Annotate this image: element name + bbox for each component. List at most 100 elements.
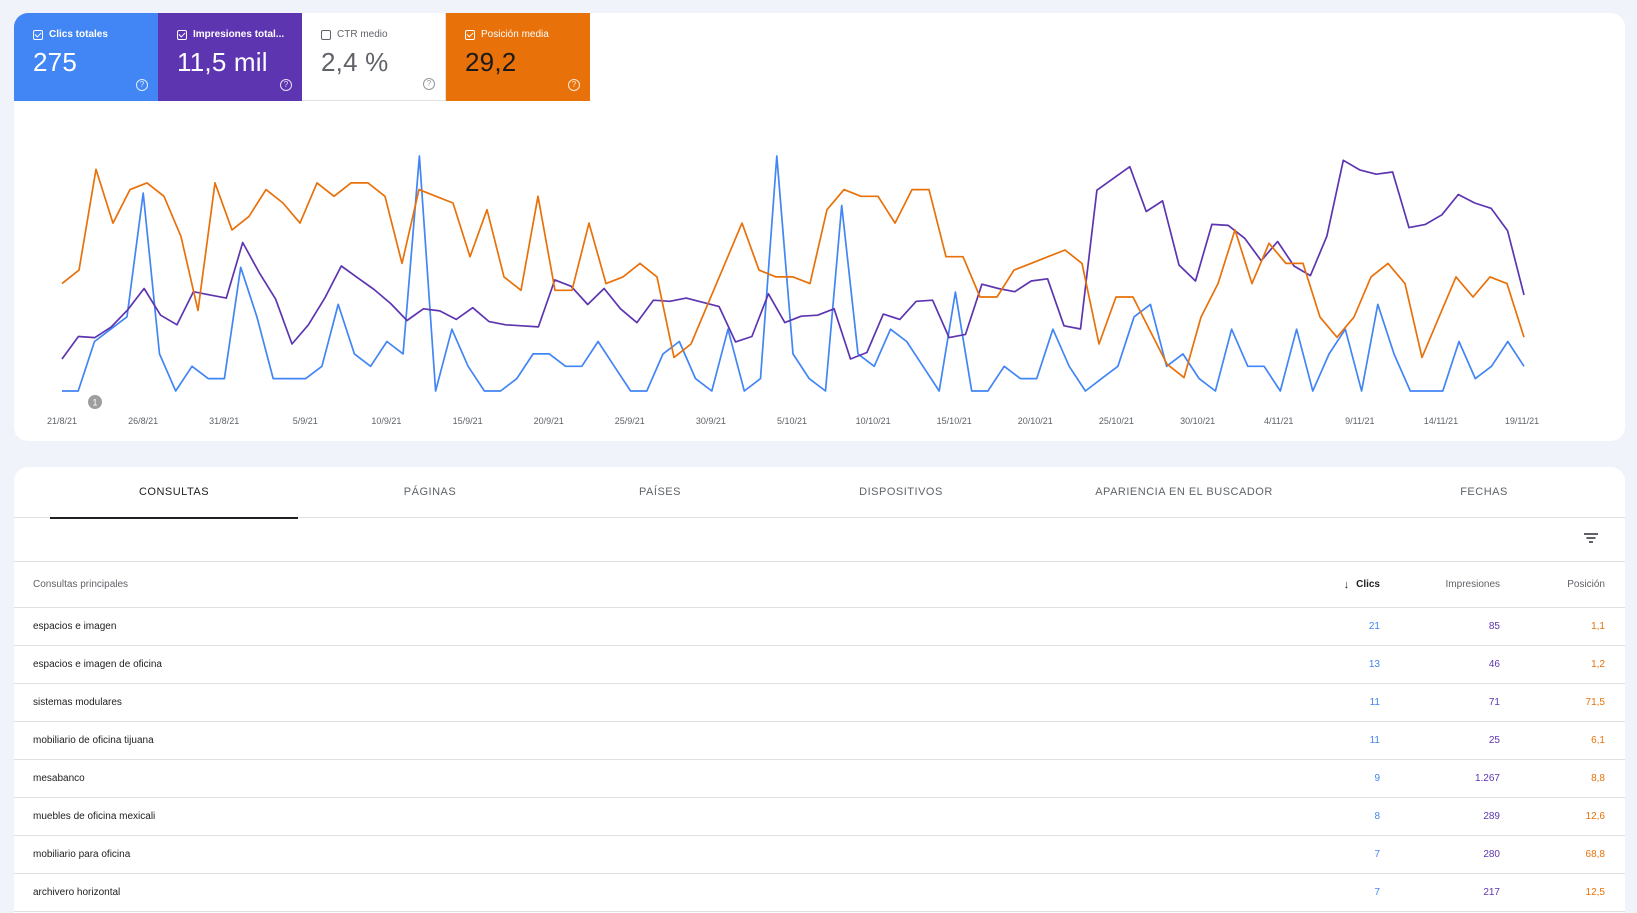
- metric-label: CTR medio: [337, 29, 388, 40]
- metric-average-ctr[interactable]: CTR medio 2,4 % ?: [302, 13, 446, 101]
- help-icon[interactable]: ?: [280, 79, 292, 91]
- metric-total-impressions[interactable]: Impresiones total... 11,5 mil ?: [158, 13, 302, 101]
- impressions-cell: 1.267: [1474, 773, 1500, 784]
- checkbox-icon[interactable]: [33, 29, 43, 40]
- position-cell: 12,6: [1585, 811, 1605, 822]
- performance-chart: 1 21/8/21 26/8/21 31/8/21 5/9/21 10/9/21 15/9/…: [14, 101, 1625, 441]
- x-tick-label: 21/8/21: [47, 416, 77, 426]
- metric-label: Impresiones total...: [193, 29, 285, 40]
- x-tick-label: 30/10/21: [1180, 416, 1215, 426]
- query-cell: espacios e imagen: [33, 621, 117, 632]
- query-cell: mobiliario de oficina tijuana: [33, 735, 154, 746]
- table-body: espacios e imagen 21 85 1,1 espacios e i…: [14, 608, 1625, 912]
- metric-total-clicks[interactable]: Clics totales 275 ?: [14, 13, 158, 101]
- table-row[interactable]: archivero horizontal 7 217 12,5: [14, 874, 1625, 912]
- tab-queries[interactable]: CONSULTAS: [50, 467, 298, 519]
- query-cell: sistemas modulares: [33, 697, 122, 708]
- checkbox-icon[interactable]: [177, 29, 187, 40]
- clicks-cell: 13: [1368, 659, 1380, 670]
- metric-value: 11,5 mil: [177, 47, 268, 77]
- table-row[interactable]: espacios e imagen 21 85 1,1: [14, 608, 1625, 646]
- annotation-badge[interactable]: 1: [88, 395, 102, 409]
- position-cell: 12,5: [1585, 887, 1605, 898]
- position-cell: 6,1: [1591, 735, 1605, 746]
- x-tick-label: 10/9/21: [371, 416, 401, 426]
- x-tick-label: 30/9/21: [696, 416, 726, 426]
- series-line-position: [61, 168, 1525, 379]
- clicks-cell: 7: [1374, 887, 1380, 898]
- position-cell: 68,8: [1585, 849, 1605, 860]
- table-row[interactable]: mobiliario de oficina tijuana 11 25 6,1: [14, 722, 1625, 760]
- dimension-tabs: CONSULTAS PÁGINAS PAÍSES DISPOSITIVOS AP…: [14, 467, 1625, 519]
- query-cell: mobiliario para oficina: [33, 849, 131, 860]
- tab-countries[interactable]: PAÍSES: [639, 486, 681, 498]
- svg-text:1: 1: [92, 398, 97, 408]
- impressions-cell: 71: [1488, 697, 1500, 708]
- x-tick-label: 19/11/21: [1505, 416, 1539, 426]
- x-tick-label: 5/10/21: [777, 416, 807, 426]
- x-tick-label: 25/9/21: [615, 416, 645, 426]
- metric-label: Posición media: [481, 29, 549, 40]
- table-toolbar: [14, 518, 1625, 562]
- clicks-cell: 11: [1369, 697, 1380, 708]
- tab-pages[interactable]: PÁGINAS: [403, 486, 457, 498]
- impressions-cell: 289: [1483, 811, 1500, 822]
- impressions-cell: 46: [1488, 659, 1500, 670]
- column-header-clicks-label: Clics: [1356, 579, 1380, 590]
- impressions-cell: 217: [1483, 887, 1500, 898]
- checkbox-icon[interactable]: [465, 29, 475, 40]
- help-icon[interactable]: ?: [136, 79, 148, 91]
- x-tick-label: 15/10/21: [937, 416, 972, 426]
- metric-value: 2,4 %: [321, 47, 389, 77]
- table-row[interactable]: muebles de oficina mexicali 8 289 12,6: [14, 798, 1625, 836]
- checkbox-icon[interactable]: [321, 29, 331, 40]
- line-chart: 1 21/8/21 26/8/21 31/8/21 5/9/21 10/9/21 15/9/…: [47, 155, 1539, 426]
- help-icon[interactable]: ?: [423, 78, 435, 90]
- metric-average-position[interactable]: Posición media 29,2 ?: [446, 13, 590, 101]
- report-table-card: CONSULTAS PÁGINAS PAÍSES DISPOSITIVOS AP…: [14, 467, 1625, 913]
- tab-search-appearance[interactable]: APARIENCIA EN EL BUSCADOR: [1095, 486, 1273, 498]
- table-header-row: Consultas principales ↓ Clics Impresione…: [14, 562, 1625, 608]
- x-tick-label: 20/9/21: [534, 416, 564, 426]
- column-header-position[interactable]: Posición: [1567, 579, 1605, 590]
- x-tick-label: 15/9/21: [453, 416, 483, 426]
- series-line-impressions: [61, 159, 1525, 360]
- metric-label: Clics totales: [49, 29, 108, 40]
- table-row[interactable]: mobiliario para oficina 7 280 68,8: [14, 836, 1625, 874]
- x-tick-label: 20/10/21: [1018, 416, 1053, 426]
- x-tick-label: 26/8/21: [128, 416, 158, 426]
- position-cell: 8,8: [1591, 773, 1605, 784]
- help-icon[interactable]: ?: [568, 79, 580, 91]
- x-tick-label: 31/8/21: [209, 416, 239, 426]
- column-header-impressions[interactable]: Impresiones: [1445, 579, 1500, 590]
- tab-devices[interactable]: DISPOSITIVOS: [859, 486, 943, 498]
- performance-card: Clics totales 275 ? Impresiones total...…: [14, 13, 1625, 441]
- metric-value: 29,2: [465, 47, 517, 77]
- column-header-query: Consultas principales: [33, 579, 129, 590]
- metric-cards: Clics totales 275 ? Impresiones total...…: [14, 13, 590, 101]
- clicks-cell: 9: [1374, 773, 1380, 784]
- x-tick-label: 25/10/21: [1099, 416, 1134, 426]
- table-row[interactable]: espacios e imagen de oficina 13 46 1,2: [14, 646, 1625, 684]
- x-tick-label: 4/11/21: [1264, 416, 1293, 426]
- clicks-cell: 11: [1369, 735, 1380, 746]
- table-row[interactable]: mesabanco 9 1.267 8,8: [14, 760, 1625, 798]
- sort-descending-icon: ↓: [1343, 578, 1350, 591]
- column-header-clicks[interactable]: ↓ Clics: [1344, 562, 1380, 607]
- query-cell: espacios e imagen de oficina: [33, 659, 162, 670]
- query-cell: muebles de oficina mexicali: [33, 811, 156, 822]
- filter-icon[interactable]: [1583, 531, 1599, 545]
- metric-value: 275: [33, 47, 77, 77]
- tab-dates[interactable]: FECHAS: [1460, 486, 1508, 498]
- x-tick-label: 5/9/21: [293, 416, 318, 426]
- query-cell: mesabanco: [33, 773, 85, 784]
- position-cell: 1,1: [1591, 621, 1605, 632]
- impressions-cell: 85: [1488, 621, 1500, 632]
- table-row[interactable]: sistemas modulares 11 71 71,5: [14, 684, 1625, 722]
- query-cell: archivero horizontal: [33, 887, 121, 898]
- x-tick-label: 10/10/21: [856, 416, 891, 426]
- x-tick-label: 9/11/21: [1345, 416, 1374, 426]
- clicks-cell: 7: [1374, 849, 1380, 860]
- clicks-cell: 8: [1374, 811, 1380, 822]
- position-cell: 1,2: [1591, 659, 1605, 670]
